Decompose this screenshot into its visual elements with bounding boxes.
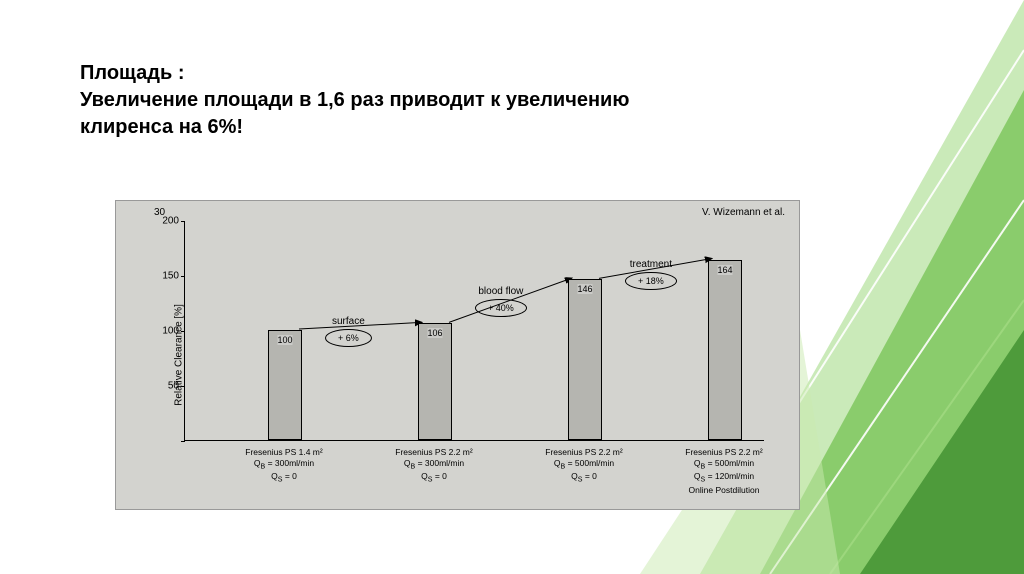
bar: 100 xyxy=(268,330,302,440)
annotation-label: blood flow xyxy=(475,286,527,297)
annotation: blood flow + 40% xyxy=(475,286,527,317)
ytick-mark xyxy=(181,221,185,222)
title-block: Площадь : Увеличение площади в 1,6 раз п… xyxy=(80,60,780,141)
annotation-oval: + 18% xyxy=(625,272,677,290)
bar: 164 xyxy=(708,260,742,440)
bar: 146 xyxy=(568,279,602,440)
annotation-label: surface xyxy=(325,316,372,327)
bar-value-label: 164 xyxy=(717,265,732,275)
bar-x-label: Fresenius PS 2.2 m²QB = 500ml/minQS = 0 xyxy=(529,447,639,485)
bar: 106 xyxy=(418,323,452,440)
ytick-mark xyxy=(181,386,185,387)
bar-value-label: 146 xyxy=(577,284,592,294)
title-line-1: Площадь : xyxy=(80,60,780,87)
annotation-label: treatment xyxy=(625,259,677,270)
bar-value-label: 100 xyxy=(277,335,292,345)
bar-value-label: 106 xyxy=(427,328,442,338)
title-line-3: клиренса на 6%! xyxy=(80,114,780,141)
ytick-mark xyxy=(181,331,185,332)
annotation-oval: + 40% xyxy=(475,299,527,317)
citation: V. Wizemann et al. xyxy=(702,207,785,218)
ytick-label: 100 xyxy=(155,326,179,337)
bar-x-label: Fresenius PS 2.2 m²QB = 500ml/minQS = 12… xyxy=(669,447,779,495)
annotation-oval: + 6% xyxy=(325,329,372,347)
chart-frame: 30 V. Wizemann et al. Relative Clearance… xyxy=(115,200,800,510)
bar-x-label: Fresenius PS 1.4 m²QB = 300ml/minQS = 0 xyxy=(229,447,339,485)
ytick-mark xyxy=(181,276,185,277)
ytick-mark xyxy=(181,441,185,442)
annotation: surface + 6% xyxy=(325,316,372,347)
title-line-2: Увеличение площади в 1,6 раз приводит к … xyxy=(80,87,780,114)
annotation: treatment + 18% xyxy=(625,259,677,290)
plot-area: 50100150200100106146164surface+ 6%blood … xyxy=(184,221,764,441)
ytick-label: 50 xyxy=(155,381,179,392)
ytick-label: 200 xyxy=(155,216,179,227)
bar-x-label: Fresenius PS 2.2 m²QB = 300ml/minQS = 0 xyxy=(379,447,489,485)
ytick-label: 150 xyxy=(155,271,179,282)
